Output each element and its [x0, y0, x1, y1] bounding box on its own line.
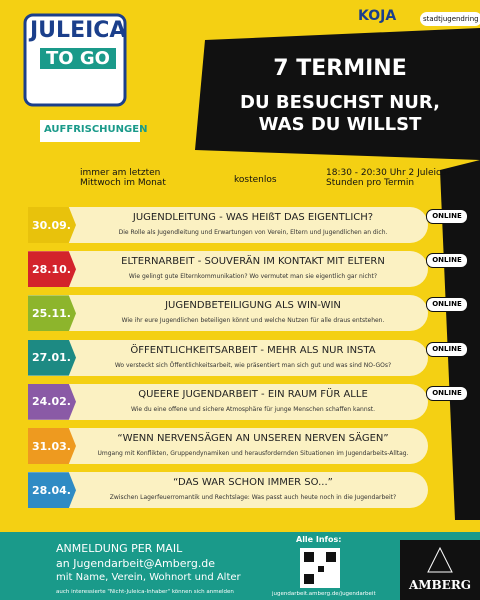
footer-note: auch interessierte "Nicht-Juleica-Inhabe…: [56, 589, 234, 595]
event-description: Wie ihr eure Jugendlichen beteiligen kön…: [121, 317, 385, 325]
event-date: 28.10.: [28, 251, 76, 288]
event-title: “DAS WAR SCHON IMMER SO...”: [173, 477, 333, 489]
event-date: 27.01.: [28, 339, 76, 376]
event-date: 25.11.: [28, 295, 76, 332]
logo-caption: AUFFRISCHUNGEN: [44, 124, 148, 135]
event-description: Zwischen Lagerfeuerromantik und Rechtsla…: [109, 494, 397, 502]
event-row: 28.04. “DAS WAR SCHON IMMER SO...” Zwische…: [28, 472, 428, 509]
event-row: 24.02. QUEERE JUGENDARBEIT - EIN RAUM FÜR…: [28, 383, 428, 420]
footer-text: mit Name, Verein, Wohnort und Alter: [56, 572, 241, 583]
event-title: “WENN NERVENSÄGEN AN UNSEREN NERVEN SÄGE…: [117, 433, 389, 444]
footer-email: an Jugendarbeit@Amberg.de: [56, 557, 216, 570]
online-badge: ONLINE: [426, 209, 468, 224]
event-title: QUEERE JUGENDARBEIT - EIN RAUM FÜR ALLE: [138, 388, 368, 400]
logo-title: JULEICA: [30, 18, 127, 43]
event-description: Wie gelingt gute Elternkommunikation? Wo…: [128, 273, 378, 281]
logo-subtitle: TO GO: [40, 48, 116, 69]
event-date: 24.02.: [28, 383, 76, 420]
event-date: 28.04.: [28, 472, 76, 509]
event-date: 30.09.: [28, 207, 76, 243]
online-badge: ONLINE: [426, 341, 468, 357]
info-date: immer am letzten Mittwoch im Monat: [80, 168, 166, 188]
event-title: JUGENDLEITUNG - WAS HEIßT DAS EIGENTLICH…: [132, 212, 374, 223]
online-badge: ONLINE: [426, 297, 468, 313]
event-description: Umgang mit Konflikten, Gruppendynamiken …: [97, 450, 409, 457]
event-row: 31.03. “WENN NERVENSÄGEN AN UNSEREN NERVE…: [28, 428, 428, 464]
event-title: JUGENDBETEILIGUNG ALS WIN-WIN: [165, 300, 341, 312]
event-description: Wo versteckt sich Öffentlichkeitsarbeit,…: [114, 361, 392, 369]
info-price: kostenlos: [234, 175, 277, 185]
brand: AMBERG: [408, 578, 472, 592]
partner-logo: KOJA: [358, 8, 397, 24]
event-row: 27.01. ÖFFENTLICHKEITSARBEIT - MEHR ALS N…: [28, 339, 428, 376]
footer-heading: ANMELDUNG PER MAIL: [56, 542, 183, 555]
event-description: Die Rolle als Jugendleitung und Erwartun…: [118, 229, 388, 236]
event-row: 25.11. JUGENDBETEILIGUNG ALS WIN-WIN Wie i…: [28, 295, 428, 332]
info-time: 18:30 - 20:30 Uhr 2 Juleica-Stunden pro …: [326, 168, 450, 188]
event-date: 31.03.: [28, 428, 76, 464]
event-description: Wie du eine offene und sichere Atmosphär…: [130, 405, 376, 413]
subline: DU BESUCHST NUR, WAS DU WILLST: [240, 92, 440, 135]
headline: 7 TERMINE: [273, 56, 407, 81]
event-row: 30.09. JUGENDLEITUNG - WAS HEIßT DAS EIGE…: [28, 207, 428, 243]
online-badge: ONLINE: [426, 253, 468, 269]
url: jugendarbeit.amberg.de/jugendarbeit: [272, 591, 376, 597]
qr-label: Alle Infos:: [296, 535, 342, 544]
partner-logo: stadtjugendring: [420, 12, 480, 26]
event-row: 28.10. ELTERNARBEIT - SOUVERÄN IM KONTAKT…: [28, 251, 428, 288]
online-badge: ONLINE: [426, 385, 468, 401]
event-title: ÖFFENTLICHKEITSARBEIT - MEHR ALS NUR INS…: [130, 344, 376, 356]
event-title: ELTERNARBEIT - SOUVERÄN IM KONTAKT MIT E…: [121, 256, 385, 268]
